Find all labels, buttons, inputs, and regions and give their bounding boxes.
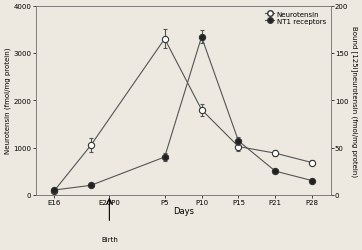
Text: Birth: Birth <box>101 236 118 242</box>
Y-axis label: Neurotensin (fmol/mg protein): Neurotensin (fmol/mg protein) <box>4 48 10 154</box>
Legend: Neurotensin, NT1 receptors: Neurotensin, NT1 receptors <box>264 10 327 26</box>
X-axis label: Days: Days <box>173 206 194 216</box>
Y-axis label: Bound [125I]neurotensin (fmol/mg protein): Bound [125I]neurotensin (fmol/mg protein… <box>351 26 358 176</box>
